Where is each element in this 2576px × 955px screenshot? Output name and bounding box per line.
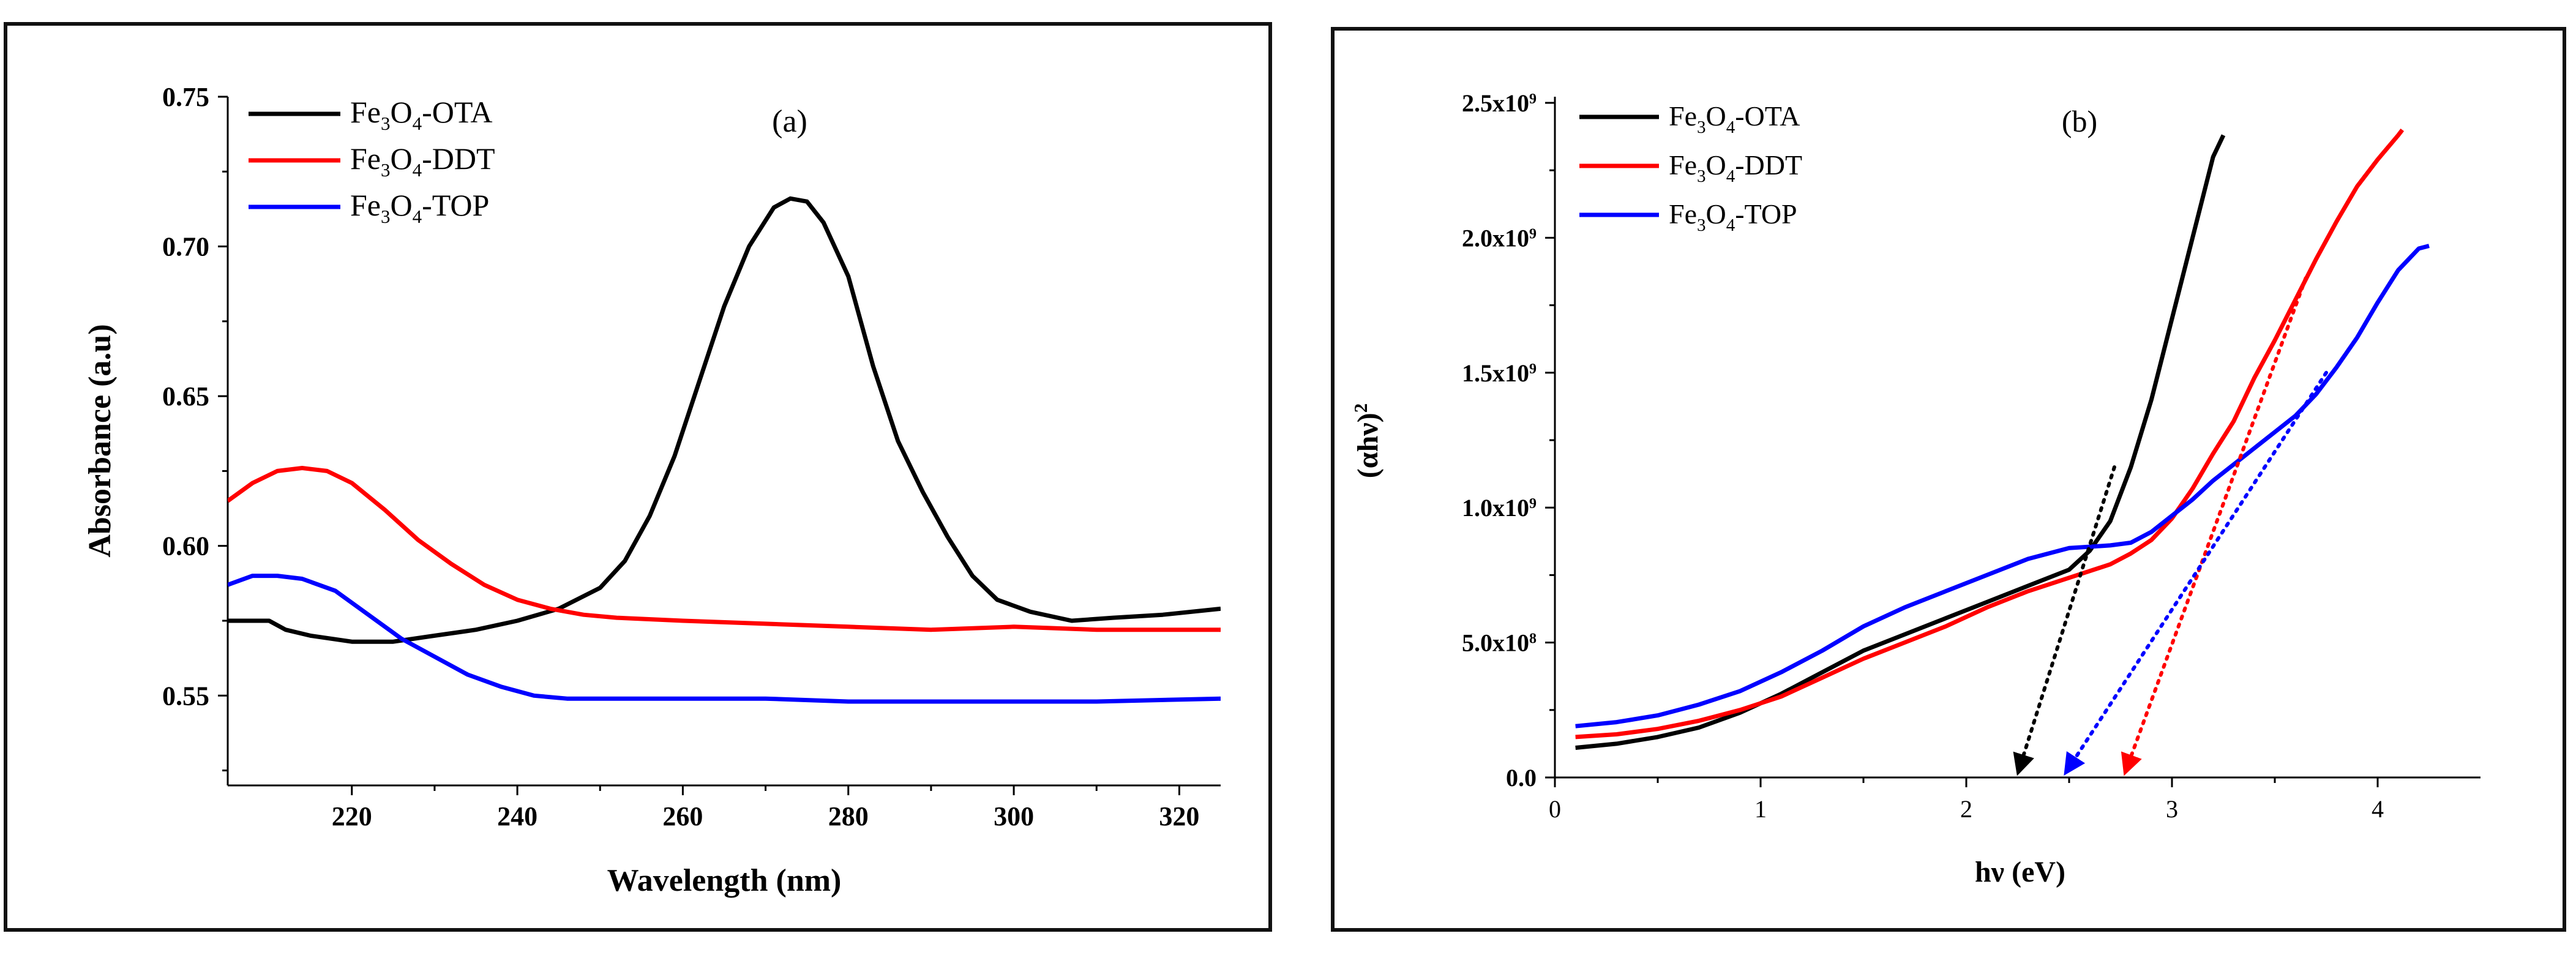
y-tick-label: 0.0 [1506,764,1537,792]
panel-b-frame [1331,27,2566,932]
legend-entry: Fe3O4-TOP [1669,198,1797,235]
y-tick-mantissa: 0.0 [1506,764,1537,792]
series-line-fe3o4-top [1575,244,2430,728]
legend-subscript: 4 [1726,118,1735,137]
legend-text: Fe [350,95,381,129]
legend-subscript: 3 [381,159,391,181]
y-tick-label: 1.5x109 [1462,359,1537,387]
legend-entry: Fe3O4-DDT [350,141,495,181]
series-line-fe3o4-ddt [228,466,1221,632]
panel-a-frame [4,22,1272,932]
legend-subscript: 4 [1726,215,1735,235]
y-axis-label: Absorbance (a.u) [83,324,118,557]
x-axis-label: hν (eV) [1975,856,2065,888]
x-tick-label: 3 [2166,795,2178,823]
panel-label: (a) [772,104,807,139]
legend-subscript: 3 [1697,167,1706,186]
legend-text: -TOP [1735,198,1797,230]
legend-text: Fe [1669,100,1697,132]
y-tick-exponent: 8 [1529,631,1537,647]
legend-text: -OTA [422,95,492,129]
y-axis-label-base: (αhν) [1352,413,1384,478]
x-tick-label: 300 [994,801,1034,831]
legend-text: Fe [1669,149,1697,181]
panel-label: (b) [2062,104,2097,138]
x-tick-label: 4 [2372,795,2384,823]
x-tick-label: 260 [662,801,703,831]
x-tick-label: 2 [1960,795,1972,823]
legend-entry: Fe3O4-DDT [1669,149,1802,186]
legend-text: O [1706,149,1726,181]
y-tick-label: 0.55 [162,681,209,711]
series-line-fe3o4-top [228,574,1221,704]
series-line-fe3o4-ota [1575,134,2226,750]
y-tick-exponent: 9 [1529,91,1537,107]
legend-text: O [391,141,413,176]
legend-subscript: 3 [1697,118,1706,137]
legend-subscript: 4 [1726,167,1735,186]
y-tick-exponent: 9 [1529,496,1537,512]
series-line-fe3o4-ddt [1575,128,2405,740]
x-tick-label: 320 [1159,801,1199,831]
y-tick-label: 0.60 [162,531,209,561]
x-tick-label: 1 [1754,795,1767,823]
legend-subscript: 4 [413,113,422,134]
y-tick-exponent: 9 [1529,226,1537,242]
legend-entry: Fe3O4-TOP [350,188,489,227]
x-axis-label: Wavelength (nm) [607,863,842,898]
legend-text: Fe [350,188,381,222]
y-tick-label: 2.0x109 [1462,224,1537,252]
legend-text: O [391,188,413,222]
legend-entry: Fe3O4-OTA [350,95,493,134]
y-tick-label: 0.65 [162,381,209,411]
series-line-fe3o4-ota [228,196,1221,644]
tangent-line-fe3o4-ota [2013,465,2116,776]
chart-panel-a: 220 240 260 280 300 320 0.55 0.60 0.65 0.70 0.75 Wa… [83,82,1221,898]
x-tick-label: 240 [497,801,537,831]
legend-text: -TOP [422,188,489,222]
y-axis-label-exponent: 2 [1350,403,1371,413]
legend-subscript: 3 [1697,215,1706,235]
legend-text: -OTA [1735,100,1800,132]
legend-text: O [391,95,413,129]
legend-text: Fe [1669,198,1697,230]
legend-subscript: 3 [381,113,391,134]
y-tick-label: 1.0x109 [1462,494,1537,522]
tangent-line-fe3o4-ddt [2121,276,2308,776]
x-tick-label: 220 [332,801,372,831]
chart-panel-b: 0 1 2 3 40.05.0x1081.0x1091.5x1092.0x1092.5x… [1350,89,2481,888]
y-tick-label: 2.5x109 [1462,89,1537,117]
legend-subscript: 4 [413,206,422,227]
y-tick-mantissa: 1.0x10 [1462,494,1529,522]
y-axis-label: (αhν)2 [1350,403,1385,478]
y-tick-mantissa: 5.0x10 [1462,629,1529,657]
y-tick-label: 0.75 [162,82,209,112]
y-tick-label: 0.70 [162,232,209,262]
legend-text: -DDT [1735,149,1802,181]
legend-text: O [1706,198,1726,230]
legend-entry: Fe3O4-OTA [1669,100,1800,137]
y-tick-label: 5.0x108 [1462,629,1537,657]
x-tick-label: 0 [1549,795,1561,823]
y-tick-mantissa: 2.0x10 [1462,224,1529,252]
y-tick-mantissa: 1.5x10 [1462,359,1529,387]
legend-text: Fe [350,141,381,176]
x-tick-label: 280 [828,801,869,831]
legend-text: -DDT [422,141,495,176]
tangent-line-fe3o4-top [2063,370,2328,776]
legend-subscript: 3 [381,206,391,227]
y-tick-exponent: 9 [1529,361,1537,377]
y-tick-mantissa: 2.5x10 [1462,89,1529,117]
legend-text: O [1706,100,1726,132]
legend-subscript: 4 [413,159,422,181]
